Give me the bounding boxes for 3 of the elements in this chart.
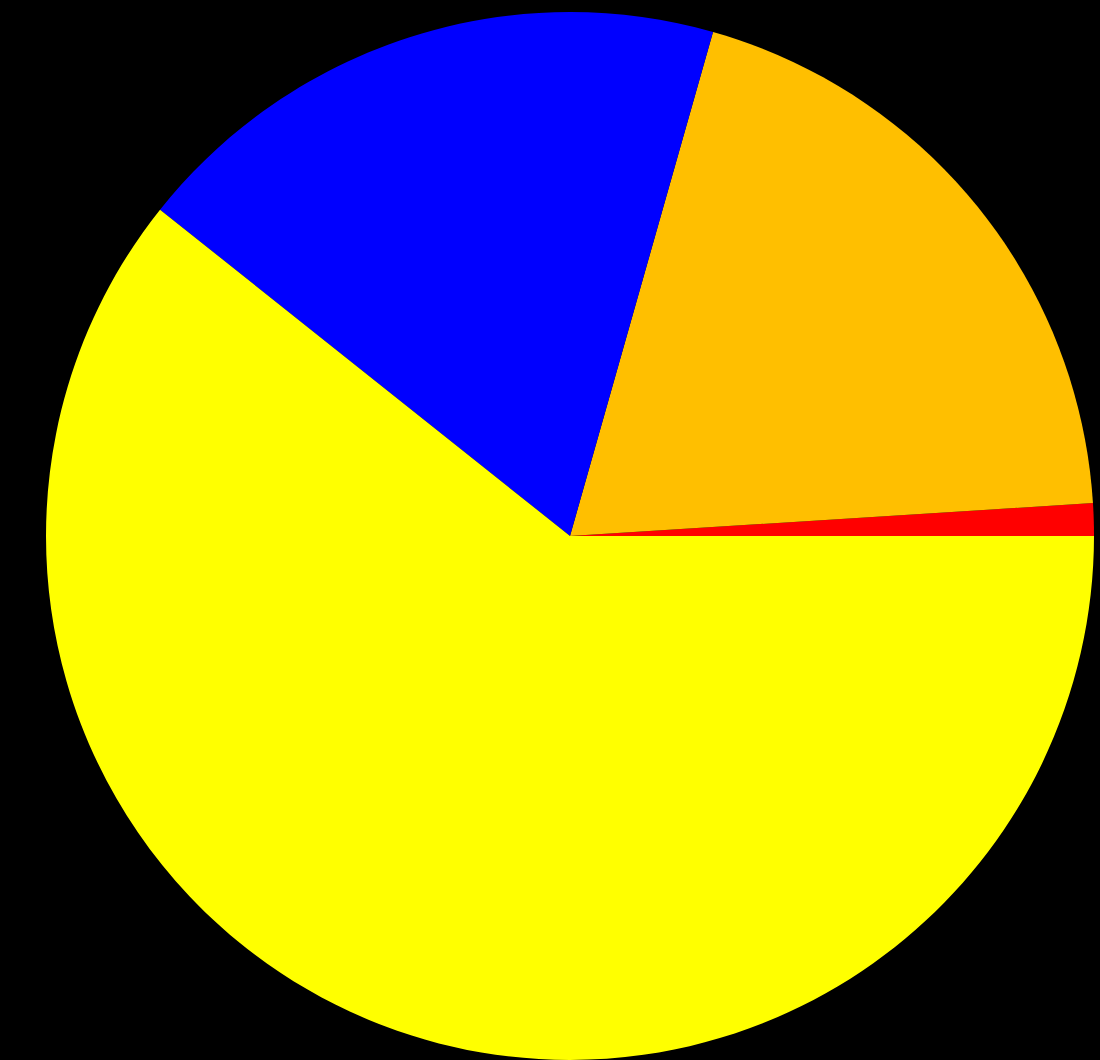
pie-slice xyxy=(160,12,714,536)
pie-slice xyxy=(570,31,1093,536)
pie-slice xyxy=(46,209,1094,1060)
